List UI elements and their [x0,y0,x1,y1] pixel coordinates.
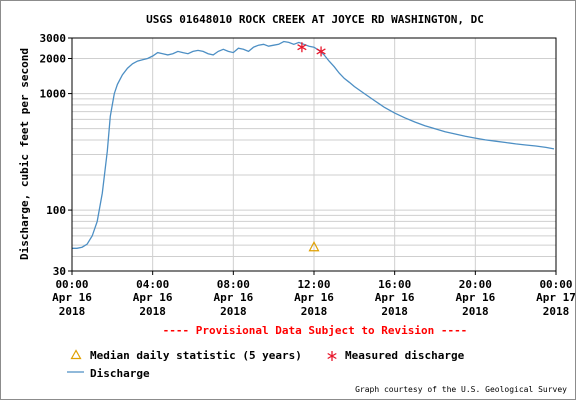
x-tick-year: 2018 [301,305,328,318]
x-tick-time: 04:00 [136,278,169,291]
y-tick-label: 2000 [40,53,67,66]
x-tick-year: 2018 [462,305,489,318]
x-tick-year: 2018 [139,305,166,318]
grid-lines [72,38,556,271]
x-tick-date: Apr 16 [133,291,173,304]
x-tick-year: 2018 [543,305,570,318]
x-tick-time: 16:00 [378,278,411,291]
y-tick-label: 1000 [40,88,67,101]
x-tick-year: 2018 [220,305,247,318]
legend-median-label: Median daily statistic (5 years) [90,349,302,362]
median-daily-point [308,240,320,252]
legend-measured-label: Measured discharge [345,349,465,362]
x-tick-date: Apr 16 [455,291,495,304]
measured-discharge-point [316,46,326,57]
data-series [72,40,555,252]
x-tick-date: Apr 16 [213,291,253,304]
x-tick-date: Apr 16 [294,291,334,304]
legend-discharge-label: Discharge [90,367,150,380]
measured-discharge-point [297,42,307,53]
x-tick-time: 00:00 [539,278,572,291]
x-tick-time: 00:00 [55,278,88,291]
provisional-note: ---- Provisional Data Subject to Revisio… [163,324,468,337]
y-axis-label: Discharge, cubic feet per second [18,48,31,260]
legend: Median daily statistic (5 years) Measure… [67,349,465,380]
x-tick-time: 12:00 [297,278,330,291]
x-tick-date: Apr 16 [52,291,92,304]
x-tick-year: 2018 [381,305,408,318]
y-tick-label: 30 [53,265,66,278]
chart-title: USGS 01648010 ROCK CREEK AT JOYCE RD WAS… [146,13,484,26]
y-tick-label: 3000 [40,32,67,45]
x-tick-year: 2018 [59,305,86,318]
legend-median-triangle-icon [70,349,82,360]
credit-text: Graph courtesy of the U.S. Geological Su… [355,385,567,394]
x-tick-date: Apr 16 [375,291,415,304]
legend-measured-asterisk-icon [327,351,337,361]
discharge-line [72,40,555,249]
y-tick-label: 100 [46,204,66,217]
x-tick-time: 08:00 [217,278,250,291]
x-tick-time: 20:00 [459,278,492,291]
y-tick-labels: 30 100 1000 2000 3000 [40,32,72,278]
x-tick-date: Apr 17 [536,291,576,304]
